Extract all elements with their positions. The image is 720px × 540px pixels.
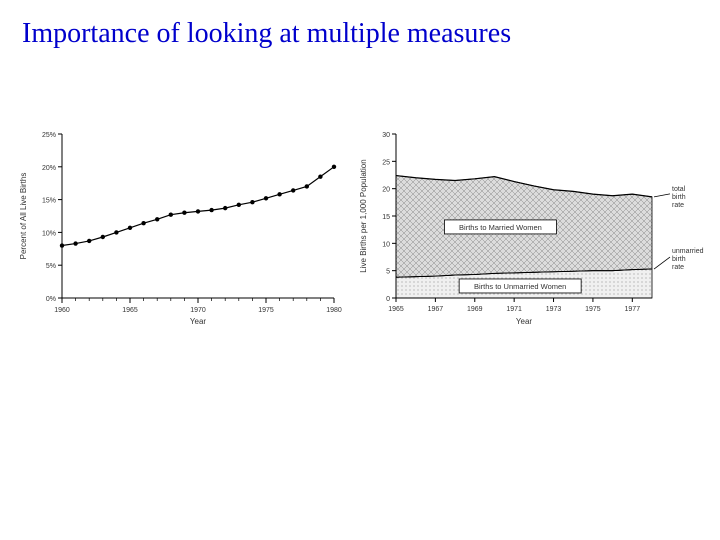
svg-text:1975: 1975 — [258, 307, 274, 314]
svg-text:birth: birth — [672, 256, 686, 263]
svg-text:birth: birth — [672, 194, 686, 201]
svg-text:Percent of All Live Births: Percent of All Live Births — [19, 173, 28, 260]
svg-text:30: 30 — [382, 132, 390, 139]
right-chart-svg: 0 5 10 15 20 25 30 1965 1967 1969 1971 1973 1975 1977… — [356, 128, 704, 328]
svg-text:0: 0 — [386, 296, 390, 303]
svg-text:1965: 1965 — [122, 307, 138, 314]
svg-text:rate: rate — [672, 264, 684, 271]
page-title: Importance of looking at multiple measur… — [0, 0, 720, 50]
left-chart-svg: 0% 5% 10% 15% 20% 25% 1960 1965 1970 1975 1980 Year… — [14, 128, 344, 328]
svg-text:rate: rate — [672, 202, 684, 209]
svg-text:total: total — [672, 186, 686, 193]
svg-text:10: 10 — [382, 241, 390, 248]
svg-text:1967: 1967 — [428, 306, 444, 313]
svg-text:25%: 25% — [42, 132, 56, 139]
svg-text:1960: 1960 — [54, 307, 70, 314]
svg-text:Year: Year — [516, 317, 533, 326]
svg-text:1971: 1971 — [506, 306, 522, 313]
left-chart: 0% 5% 10% 15% 20% 25% 1960 1965 1970 1975 1980 Year… — [14, 128, 344, 333]
svg-text:5%: 5% — [46, 263, 56, 270]
svg-text:1973: 1973 — [546, 306, 562, 313]
svg-text:Year: Year — [190, 317, 207, 326]
svg-text:1965: 1965 — [388, 306, 404, 313]
svg-text:15%: 15% — [42, 198, 56, 205]
svg-text:Live Births per 1,000 Populati: Live Births per 1,000 Population — [359, 159, 368, 272]
svg-text:unmarried: unmarried — [672, 248, 704, 255]
svg-text:1970: 1970 — [190, 307, 206, 314]
svg-text:15: 15 — [382, 214, 390, 221]
svg-text:20%: 20% — [42, 165, 56, 172]
charts-row: 0% 5% 10% 15% 20% 25% 1960 1965 1970 1975 1980 Year… — [0, 50, 720, 333]
svg-text:10%: 10% — [42, 230, 56, 237]
right-chart: 0 5 10 15 20 25 30 1965 1967 1969 1971 1973 1975 1977… — [356, 128, 704, 333]
svg-text:1975: 1975 — [585, 306, 601, 313]
svg-text:25: 25 — [382, 159, 390, 166]
svg-text:1977: 1977 — [625, 306, 641, 313]
svg-text:5: 5 — [386, 269, 390, 276]
svg-text:1969: 1969 — [467, 306, 483, 313]
svg-text:0%: 0% — [46, 296, 56, 303]
svg-text:1980: 1980 — [326, 307, 342, 314]
svg-text:20: 20 — [382, 187, 390, 194]
svg-text:Births to Married Women: Births to Married Women — [459, 223, 542, 232]
svg-text:Births to Unmarried Women: Births to Unmarried Women — [474, 282, 566, 291]
